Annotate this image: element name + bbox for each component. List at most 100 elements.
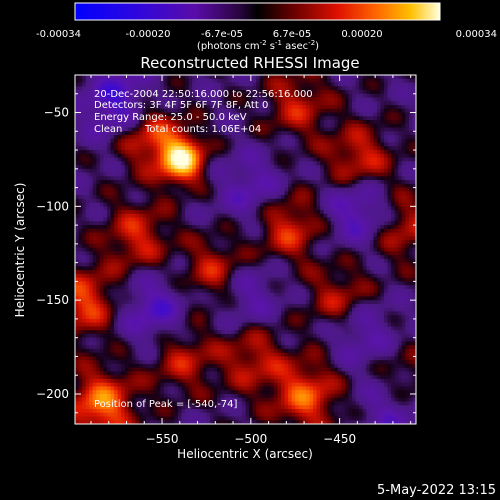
heatmap-cell — [121, 243, 126, 249]
heatmap-cell — [288, 168, 293, 174]
heatmap-cell — [344, 168, 350, 174]
heatmap-cell — [106, 146, 112, 151]
heatmap-cell — [138, 198, 144, 204]
heatmap-cell — [110, 228, 115, 234]
heatmap-cell — [249, 210, 254, 215]
heatmap-cell — [241, 112, 247, 117]
heatmap-cell — [327, 120, 332, 125]
heatmap-cell — [309, 123, 314, 129]
heatmap-cell — [146, 161, 151, 166]
heatmap-cell — [146, 153, 151, 159]
heatmap-cell — [352, 213, 357, 219]
heatmap-cell — [114, 168, 119, 174]
heatmap-cell — [398, 243, 403, 249]
heatmap-cell — [227, 266, 232, 271]
heatmap-cell — [206, 217, 211, 222]
heatmap-cell — [263, 206, 268, 211]
heatmap-cell — [362, 78, 367, 84]
heatmap-cell — [387, 127, 392, 132]
heatmap-cell — [408, 228, 414, 234]
heatmap-cell — [373, 93, 378, 99]
heatmap-cell — [117, 75, 122, 80]
heatmap-cell — [252, 82, 257, 87]
heatmap-cell — [284, 236, 289, 241]
heatmap-cell — [302, 228, 307, 234]
heatmap-cell — [202, 187, 208, 192]
heatmap-cell — [153, 255, 158, 260]
heatmap-cell — [369, 112, 374, 117]
heatmap-cell — [220, 225, 225, 230]
heatmap-cell — [75, 168, 80, 174]
heatmap-cell — [110, 255, 115, 260]
heatmap-cell — [121, 236, 126, 241]
heatmap-cell — [266, 183, 271, 189]
heatmap-cell — [99, 146, 105, 151]
heatmap-cell — [348, 165, 353, 170]
heatmap-cell — [277, 172, 282, 177]
heatmap-cell — [359, 217, 364, 222]
heatmap-cell — [128, 206, 133, 211]
heatmap-cell — [209, 221, 215, 226]
heatmap-cell — [291, 116, 296, 121]
heatmap-cell — [124, 258, 129, 264]
heatmap-cell — [178, 247, 183, 252]
heatmap-cell — [348, 251, 353, 256]
heatmap-cell — [401, 82, 406, 87]
heatmap-cell — [284, 142, 289, 147]
heatmap-cell — [398, 195, 403, 200]
heatmap-cell — [352, 138, 357, 144]
heatmap-cell — [295, 86, 300, 91]
heatmap-cell — [185, 131, 190, 136]
heatmap-cell — [341, 172, 346, 177]
heatmap-cell — [231, 180, 236, 185]
heatmap-cell — [135, 135, 140, 140]
heatmap-cell — [316, 213, 321, 219]
heatmap-cell — [241, 131, 247, 136]
heatmap-cell — [398, 172, 403, 177]
heatmap-cell — [174, 90, 179, 95]
colorbar-tick-label: 6.7e-05 — [273, 29, 311, 40]
heatmap-cell — [341, 97, 346, 102]
heatmap-cell — [78, 198, 83, 204]
heatmap-cell — [178, 243, 183, 249]
heatmap-cell — [178, 228, 183, 234]
heatmap-cell — [391, 210, 396, 215]
heatmap-cell — [366, 217, 371, 222]
heatmap-cell — [327, 262, 332, 267]
heatmap-cell — [220, 262, 225, 267]
heatmap-cell — [142, 135, 147, 140]
heatmap-cell — [85, 232, 90, 237]
heatmap-cell — [245, 172, 250, 177]
heatmap-cell — [114, 90, 119, 95]
heatmap-cell — [231, 228, 236, 234]
heatmap-cell — [75, 236, 80, 241]
heatmap-cell — [170, 161, 176, 166]
heatmap-cell — [376, 153, 382, 159]
heatmap-cell — [110, 225, 115, 230]
heatmap-cell — [153, 258, 158, 264]
heatmap-cell — [380, 232, 385, 237]
heatmap-cell — [309, 195, 314, 200]
heatmap-cell — [92, 97, 97, 102]
heatmap-cell — [153, 78, 158, 84]
heatmap-cell — [259, 172, 264, 177]
heatmap-cell — [405, 247, 410, 252]
heatmap-cell — [167, 86, 172, 91]
heatmap-cell — [128, 82, 133, 87]
heatmap-cell — [312, 247, 318, 252]
heatmap-cell — [412, 78, 416, 84]
heatmap-cell — [241, 228, 247, 234]
heatmap-cell — [181, 240, 186, 245]
heatmap-cell — [312, 116, 318, 121]
heatmap-cell — [291, 213, 296, 219]
heatmap-cell — [348, 236, 353, 241]
heatmap-cell — [89, 251, 94, 256]
heatmap-cell — [209, 258, 215, 264]
heatmap-cell — [206, 78, 211, 84]
heatmap-cell — [178, 97, 183, 102]
heatmap-cell — [185, 93, 190, 99]
heatmap-cell — [270, 153, 275, 159]
heatmap-cell — [408, 255, 414, 260]
heatmap-cell — [181, 236, 186, 241]
heatmap-cell — [82, 127, 87, 132]
